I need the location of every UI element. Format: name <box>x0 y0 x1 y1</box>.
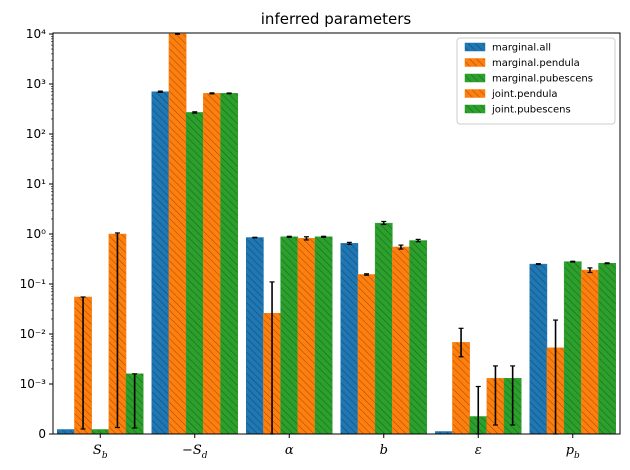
bar-marginal-pubescens-1 <box>185 112 204 435</box>
x-tick-label: Sb <box>93 443 108 461</box>
x-axis: Sb −Sd α b ε pb <box>93 434 580 461</box>
bar-joint-pendula-5 <box>581 269 599 435</box>
plot-area-frame <box>52 32 621 435</box>
bar-marginal-all-5 <box>529 263 548 435</box>
legend-swatch <box>464 89 486 98</box>
legend-entry-label: joint.pendula <box>491 89 558 100</box>
y-tick-label: 10⁴ <box>26 27 46 41</box>
bar-marginal-pubescens-5 <box>563 261 582 435</box>
bar-marginal-pubescens-0 <box>91 429 110 435</box>
x-tick-label: −Sd <box>182 443 208 461</box>
bar-joint-pendula-2 <box>297 238 316 435</box>
y-tick-label: 10² <box>26 127 46 141</box>
bar-marginal-pendula-3 <box>357 274 376 435</box>
legend-swatch <box>464 104 486 114</box>
y-tick-label: 10⁻² <box>20 327 47 341</box>
bar-marginal-all-0 <box>57 429 75 435</box>
legend-entry-label: marginal.pubescens <box>492 74 593 85</box>
bar-marginal-all-2 <box>246 237 264 435</box>
legend-entry-label: marginal.all <box>492 43 551 54</box>
x-tick-label: b <box>380 443 388 458</box>
legend-entry-label: joint.pubescens <box>491 105 571 116</box>
legend-swatch <box>464 58 486 67</box>
x-tick-label: α <box>285 443 294 458</box>
y-tick-label: 0 <box>38 427 46 441</box>
chart-title: inferred parameters <box>261 10 412 28</box>
y-axis: 0 10⁻³ 10⁻² 10⁻¹ 10⁰ 10¹ 10² 10³ 10⁴ <box>20 27 53 441</box>
y-tick-label: 10³ <box>26 77 46 91</box>
bar-marginal-pendula-1 <box>168 33 187 435</box>
legend-entry-label: marginal.pendula <box>492 58 580 69</box>
bar-joint-pubescens-2 <box>314 236 333 435</box>
y-tick-label: 10⁰ <box>26 227 46 241</box>
x-tick-label: pb <box>566 443 580 461</box>
bar-joint-pendula-3 <box>392 246 410 435</box>
error-bars-group <box>80 33 610 435</box>
x-tick-label: ε <box>475 443 482 458</box>
y-tick-label: 10¹ <box>26 177 46 191</box>
bar-joint-pubescens-5 <box>598 263 616 435</box>
y-tick-label: 10⁻¹ <box>20 277 47 291</box>
legend-swatch <box>464 73 486 83</box>
bar-marginal-pubescens-3 <box>374 222 393 435</box>
legend-frame <box>456 37 616 125</box>
bar-marginal-all-1 <box>151 91 170 435</box>
legend-swatch <box>464 42 486 52</box>
bar-joint-pubescens-3 <box>409 240 427 435</box>
bar-marginal-pubescens-2 <box>280 236 299 435</box>
bar-joint-pendula-1 <box>203 93 221 435</box>
y-tick-label: 10⁻³ <box>20 377 47 391</box>
bar-marginal-all-3 <box>340 243 359 435</box>
legend: marginal.all marginal.pendula marginal.pub… <box>456 37 616 125</box>
bar-joint-pubescens-1 <box>220 93 239 435</box>
